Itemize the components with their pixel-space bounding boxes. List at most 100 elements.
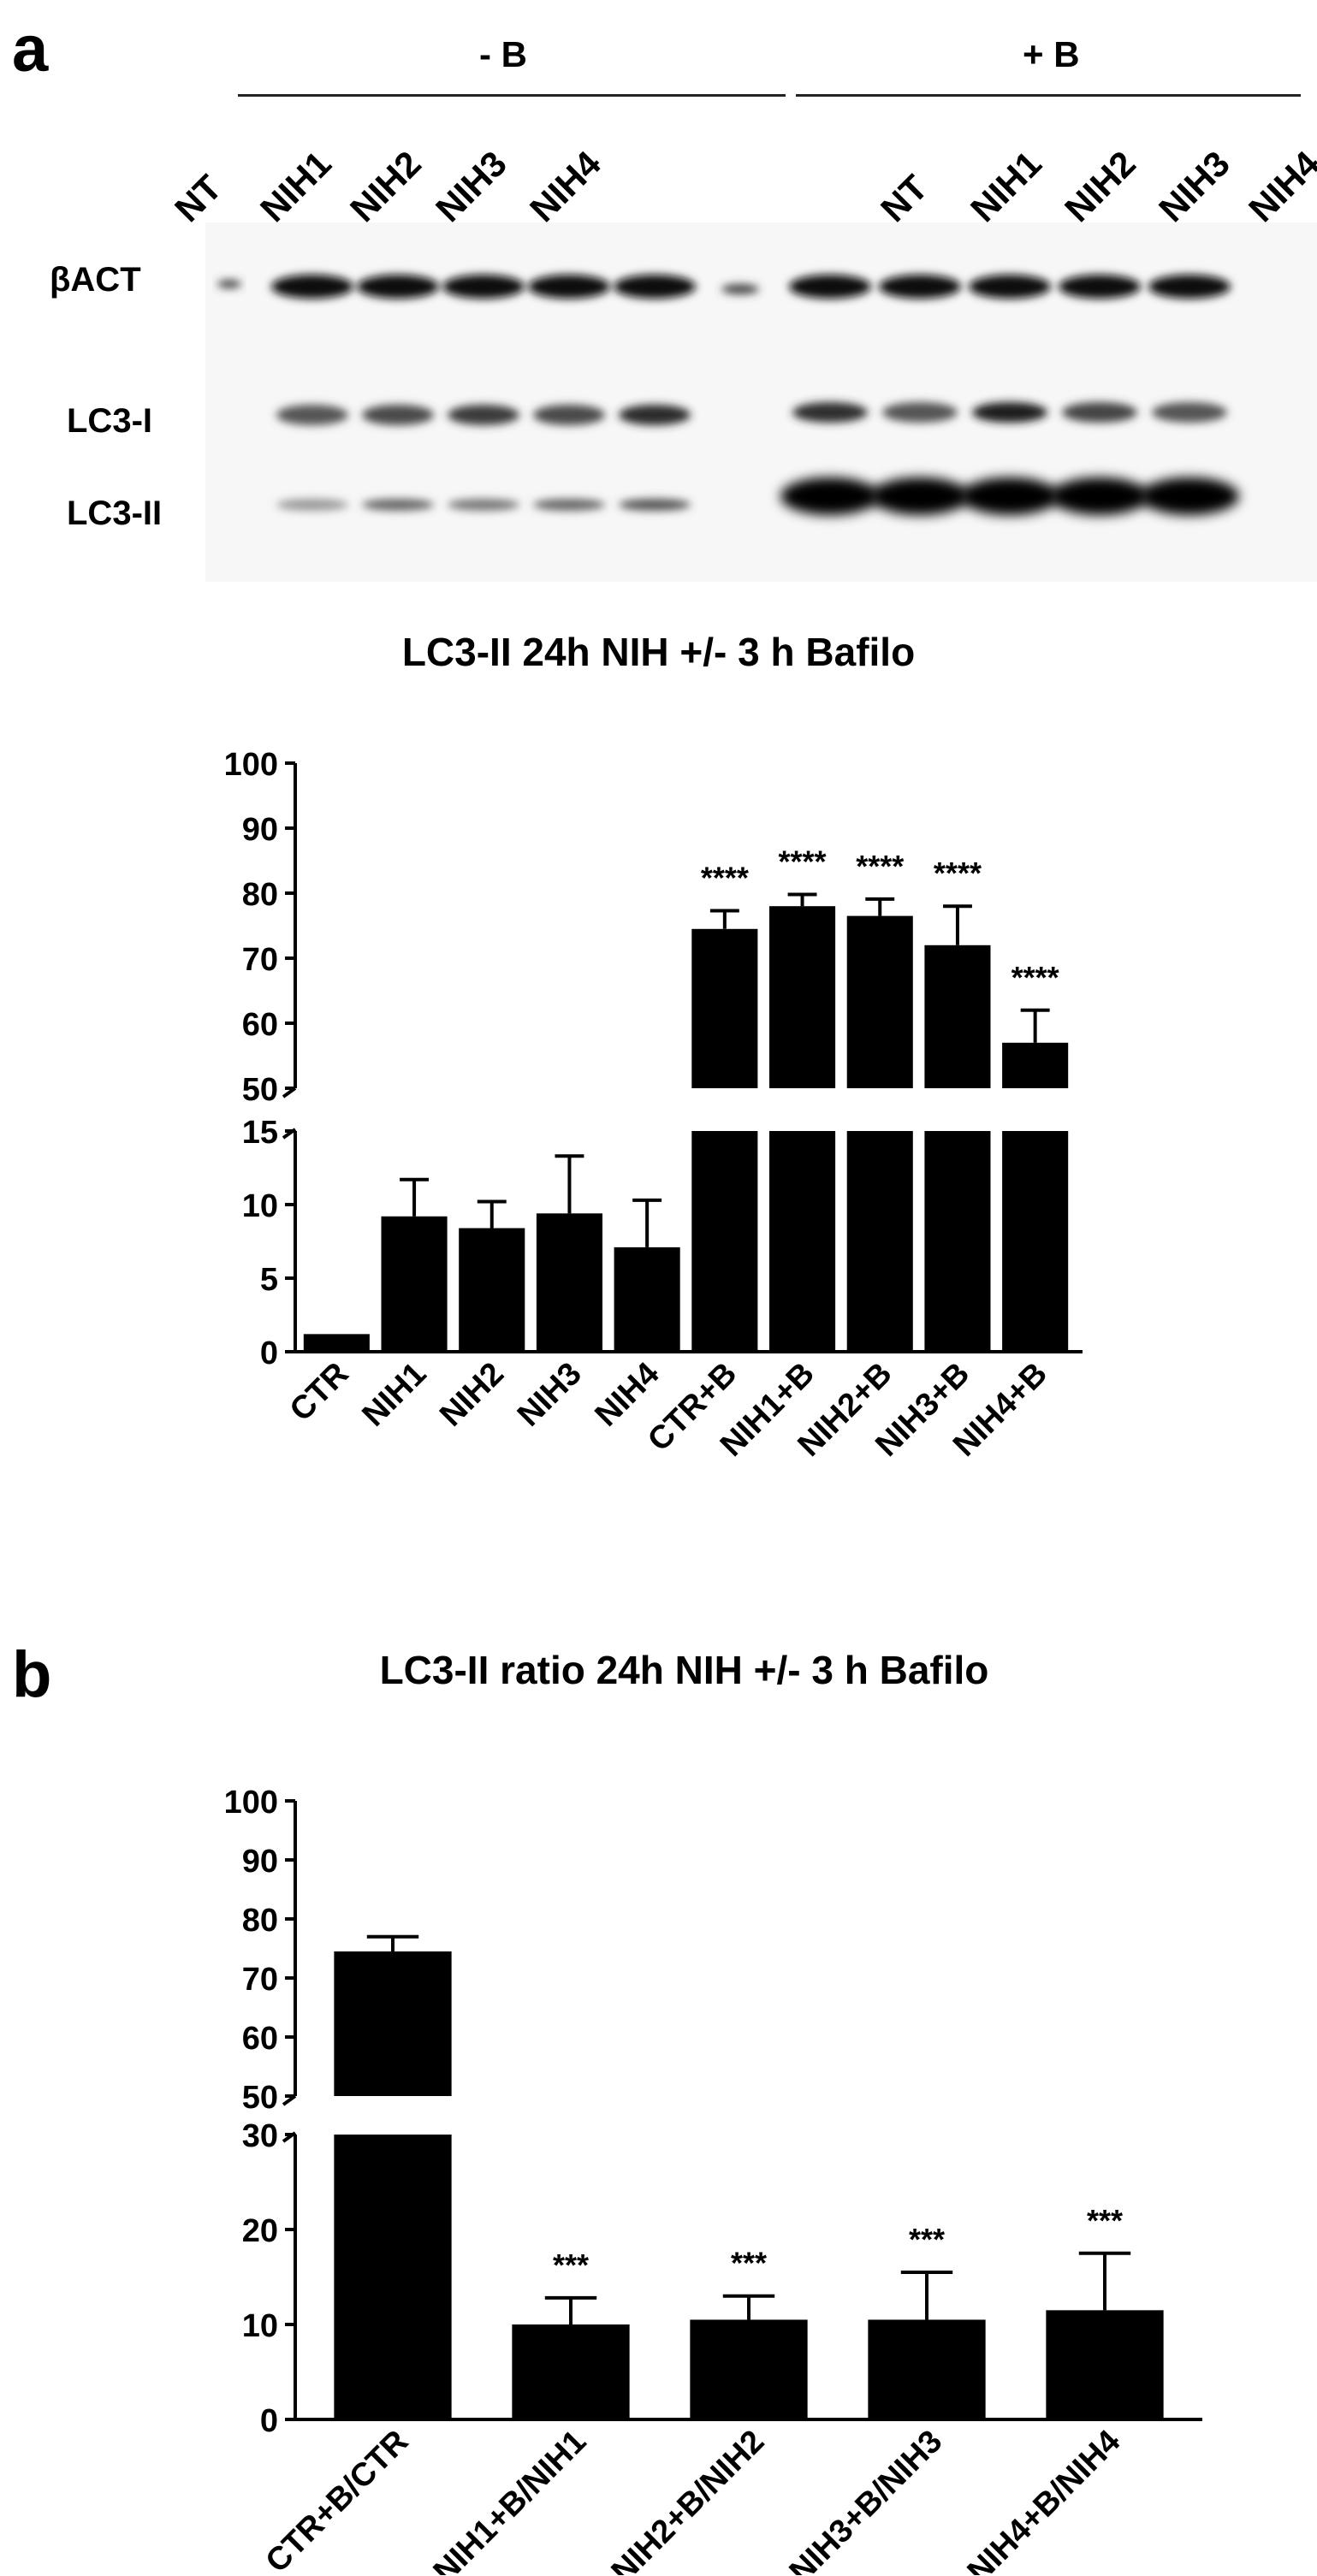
- row-label-bact: βACT: [50, 261, 141, 299]
- band-bact: [217, 280, 241, 288]
- band-bact: [879, 275, 961, 299]
- bar-nih4-b-nih4: [1046, 2310, 1164, 2419]
- group-line-plus-b: [796, 94, 1301, 97]
- bar-nih3-b-lower: [924, 1131, 991, 1352]
- band-lc3-i: [1062, 402, 1137, 423]
- band-bact: [969, 275, 1051, 299]
- chart-b: 50 60 70 80 90 100 0 10 20 30 CTR+B/CTR *** NIH1+B/N…: [224, 1785, 1202, 2575]
- category-label-nih4-b-nih4: NIH4+B/NIH4: [961, 2424, 1128, 2575]
- row-label-lc3-i: LC3-I: [67, 402, 152, 440]
- significance-label: ****: [934, 856, 982, 891]
- y-tick-label: 80: [242, 1903, 278, 1939]
- band-lc3-ii: [276, 499, 348, 511]
- category-label-nih3-b-nih3: NIH3+B/NIH3: [783, 2424, 950, 2575]
- chart-b-title: LC3-II ratio 24h NIH +/- 3 h Bafilo: [379, 1648, 989, 1692]
- bar-ctr-b-ctr-upper: [334, 1951, 452, 2096]
- band-lc3-i: [619, 405, 691, 425]
- significance-label: ****: [856, 849, 904, 884]
- bar-nih2-b-lower: [846, 1131, 913, 1352]
- band-lc3-i: [533, 405, 605, 425]
- band-bact: [528, 275, 610, 299]
- y-tick-label: 10: [242, 2308, 278, 2344]
- band-lc3-ii: [780, 477, 880, 515]
- category-label-nih3: NIH3: [511, 1356, 589, 1434]
- bar-nih2-b-nih2: [690, 2319, 808, 2419]
- band-lc3-i: [1152, 402, 1227, 423]
- category-label-nih1: NIH1: [355, 1356, 433, 1434]
- band-lc3-ii: [533, 499, 605, 511]
- band-bact: [614, 275, 696, 299]
- band-bact: [789, 275, 871, 299]
- category-label-ctr-b-ctr: CTR+B/CTR: [259, 2424, 416, 2575]
- chart-a-title: LC3-II 24h NIH +/- 3 h Bafilo: [401, 630, 916, 674]
- bar-nih3: [536, 1213, 602, 1352]
- bar-nih2-b-upper: [846, 915, 913, 1088]
- band-lc3-ii: [1050, 477, 1149, 515]
- y-tick-label: 60: [242, 1007, 278, 1043]
- band-lc3-ii: [448, 499, 519, 511]
- bar-nih4-b-lower: [1002, 1131, 1069, 1352]
- y-tick-label: 90: [242, 1844, 278, 1880]
- band-lc3-ii: [1140, 477, 1239, 515]
- band-lc3-ii: [960, 477, 1059, 515]
- significance-label: ***: [731, 2246, 767, 2281]
- significance-label: ***: [909, 2222, 945, 2257]
- y-tick-label: 60: [242, 2021, 278, 2057]
- bar-ctr: [303, 1334, 370, 1352]
- y-tick-label: 90: [242, 812, 278, 848]
- bar-nih2: [459, 1228, 525, 1352]
- bar-ctr-b-ctr-lower: [334, 2135, 452, 2419]
- significance-label: ***: [553, 2247, 589, 2283]
- bar-ctr-b-upper: [691, 928, 758, 1088]
- band-bact: [442, 275, 525, 299]
- blot-image: [205, 222, 1317, 582]
- band-lc3-i: [972, 402, 1047, 423]
- band-bact: [357, 275, 439, 299]
- y-tick-label: 70: [242, 1962, 278, 1998]
- y-tick-label: 0: [260, 2403, 278, 2439]
- y-tick-label: 50: [242, 2080, 278, 2116]
- bar-nih1-b-upper: [769, 906, 836, 1088]
- group-line-minus-b: [238, 94, 786, 97]
- band-lc3-i: [448, 405, 519, 425]
- band-bact: [1148, 275, 1231, 299]
- band-lc3-ii: [362, 499, 434, 511]
- band-lc3-i: [362, 405, 434, 425]
- bar-nih3-b-nih3: [868, 2319, 986, 2419]
- y-tick-label: 80: [242, 877, 278, 913]
- group-label-minus-b: - B: [479, 34, 527, 74]
- bar-ctr-b-lower: [691, 1131, 758, 1352]
- y-tick-label: 100: [224, 1785, 278, 1821]
- y-tick-label: 70: [242, 942, 278, 978]
- significance-label: ****: [1011, 960, 1059, 995]
- band-bact: [271, 275, 353, 299]
- band-lc3-i: [792, 402, 868, 423]
- significance-label: ****: [779, 844, 827, 879]
- bar-nih1: [381, 1216, 448, 1352]
- category-label-nih2-b-nih2: NIH2+B/NIH2: [605, 2424, 772, 2575]
- y-tick-label: 30: [242, 2118, 278, 2154]
- category-label-ctr: CTR: [283, 1356, 356, 1429]
- panel-letter-a: a: [12, 13, 49, 86]
- y-tick-label: 100: [224, 747, 278, 783]
- bar-nih4: [614, 1247, 680, 1352]
- band-lc3-i: [276, 405, 348, 425]
- band-bact: [721, 284, 759, 294]
- bar-nih1-b-nih1: [512, 2324, 630, 2419]
- y-tick-label: 10: [242, 1188, 278, 1224]
- band-lc3-i: [882, 402, 958, 423]
- y-tick-label: 5: [260, 1262, 278, 1298]
- y-tick-label: 15: [242, 1115, 278, 1151]
- group-label-plus-b: + B: [1023, 34, 1080, 74]
- y-tick-label: 20: [242, 2213, 278, 2249]
- panel-letter-b: b: [12, 1638, 52, 1711]
- bar-nih1-b-lower: [769, 1131, 836, 1352]
- row-label-lc3-ii: LC3-II: [67, 494, 163, 532]
- band-lc3-ii: [870, 477, 970, 515]
- y-tick-label: 0: [260, 1335, 278, 1371]
- western-blot: - B + B NT NIH1 NIH2 NIH3 NIH4 NT NIH1 NIH2 NIH3…: [0, 0, 1317, 599]
- bar-nih4-b-upper: [1002, 1042, 1069, 1088]
- category-label-nih1-b-nih1: NIH1+B/NIH1: [427, 2424, 594, 2575]
- band-bact: [1059, 275, 1141, 299]
